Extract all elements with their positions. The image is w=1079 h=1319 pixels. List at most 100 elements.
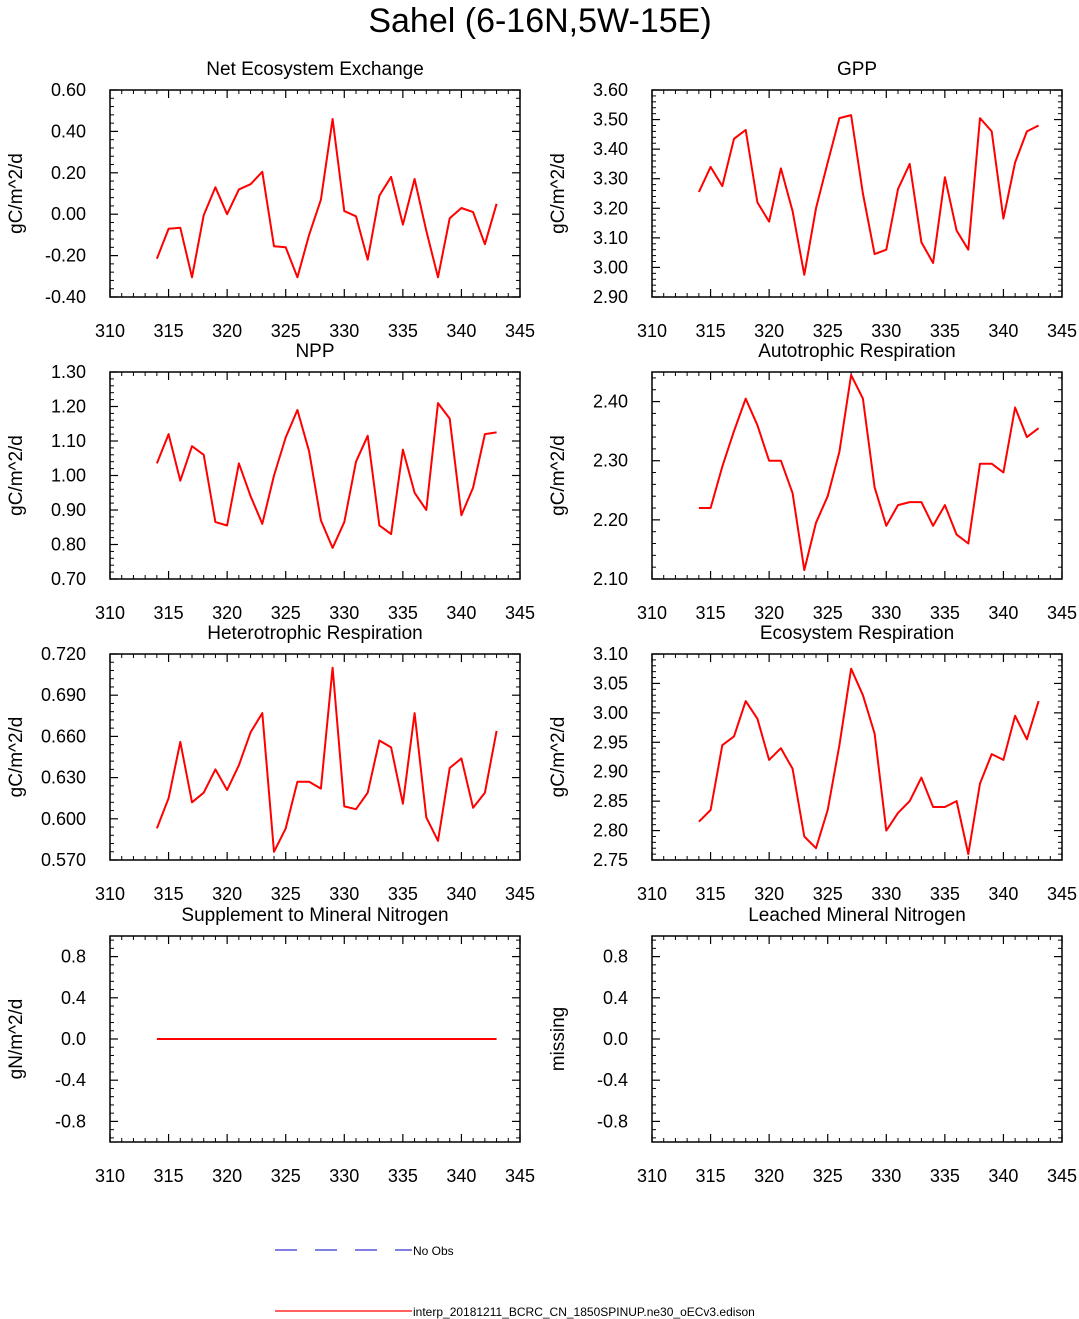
panel-autotrophic-respiration-data-point [1014,407,1016,409]
panel-heterotrophic-respiration-data-point [496,730,498,732]
panel-gpp-data-point [757,202,759,204]
panel-net-ecosystem-exchange-ytick-label: -0.20 [45,246,86,266]
panel-supplement-to-mineral-nitrogen-data-point [437,1038,439,1040]
panel-gpp-xtick-label: 340 [988,321,1018,341]
panel-supplement-to-mineral-nitrogen-data-point [285,1038,287,1040]
panel-net-ecosystem-exchange-data-point [414,178,416,180]
panel-ecosystem-respiration-data-point [862,694,864,696]
panel-net-ecosystem-exchange-data-point [215,187,217,189]
panel-npp-data-point [472,487,474,489]
panel-autotrophic-respiration-data-point [921,501,923,503]
panel-supplement-to-mineral-nitrogen-data-point [344,1038,346,1040]
panel-net-ecosystem-exchange-xtick-label: 325 [271,321,301,341]
panel-npp-data-point [238,463,240,465]
panel-gpp-xtick-label: 335 [930,321,960,341]
panel-heterotrophic-respiration-data-point [449,767,451,769]
panel-autotrophic-respiration-data-point [874,487,876,489]
panel-supplement-to-mineral-nitrogen-data-point [355,1038,357,1040]
panel-autotrophic-respiration-data-point [944,504,946,506]
panel-npp: NPP 310 315 320 325 330 335 340 345 0.70 0.80 0.90 1… [6,341,535,623]
panel-net-ecosystem-exchange-data-point [273,246,275,248]
panel-gpp-data-point [968,249,970,251]
panel-gpp-ytick-label: 3.00 [593,257,628,277]
panel-npp-data-point [496,432,498,434]
panel-npp-data-point [426,509,428,511]
panel-gpp-title: GPP [837,59,877,80]
panel-npp-xtick-label: 340 [446,603,476,623]
panel-leached-mineral-nitrogen-ytick-label: 0.8 [603,947,628,967]
panel-heterotrophic-respiration-data-point [344,806,346,808]
panel-ecosystem-respiration-data-point [733,736,735,738]
panel-autotrophic-respiration-data-point [745,398,747,400]
panel-npp-data-point [355,461,357,463]
panel-heterotrophic-respiration-data-point [285,828,287,830]
panel-supplement-to-mineral-nitrogen-xtick-label: 340 [446,1166,476,1186]
panel-autotrophic-respiration: Autotrophic Respiration 310 315 320 325 330 33… [548,341,1077,623]
panel-net-ecosystem-exchange-xtick-label: 310 [95,321,125,341]
panel-autotrophic-respiration-xtick-label: 320 [754,603,784,623]
panel-heterotrophic-respiration-data-point [191,802,193,804]
panel-net-ecosystem-exchange-data-point [203,214,205,216]
legend-obs-label: No Obs [413,1244,454,1258]
panel-npp-data-point [484,433,486,435]
panel-net-ecosystem-exchange-data-point [379,195,381,197]
panel-ecosystem-respiration-data-point [768,759,770,761]
panel-leached-mineral-nitrogen-xtick-label: 310 [637,1166,667,1186]
panel-heterotrophic-respiration-data-point [297,781,299,783]
panel-npp-data-point [449,418,451,420]
panel-ecosystem-respiration-data-point [850,668,852,670]
panel-gpp-data-point [710,166,712,168]
panel-net-ecosystem-exchange-data-point [262,171,264,173]
panel-supplement-to-mineral-nitrogen-data-point [308,1038,310,1040]
panel-gpp-data-point [944,176,946,178]
panel-gpp-xtick-label: 320 [754,321,784,341]
panel-net-ecosystem-exchange-ytick-label: 0.00 [51,204,86,224]
panel-gpp-frame [651,89,1063,298]
panel-npp-data-point [320,520,322,522]
panel-net-ecosystem-exchange-data-point [461,207,463,209]
panel-leached-mineral-nitrogen-xtick-label: 330 [871,1166,901,1186]
panel-autotrophic-respiration-ylabel: gC/m^2/d [548,435,569,516]
panel-heterotrophic-respiration-ytick-label: 0.600 [41,809,86,829]
panel-gpp-data-point [698,191,700,193]
panel-supplement-to-mineral-nitrogen-data-point [414,1038,416,1040]
panel-heterotrophic-respiration-data-point [156,828,158,830]
panel-npp-data-point [344,521,346,523]
panel-autotrophic-respiration-xtick-label: 325 [813,603,843,623]
panel-npp-data-point [308,451,310,453]
panel-npp-data-point [180,480,182,482]
panel-autotrophic-respiration-data-point [780,460,782,462]
panel-autotrophic-respiration-data-point [757,424,759,426]
panel-ecosystem-respiration-data-point [1038,700,1040,702]
panel-net-ecosystem-exchange-data-point [191,277,193,279]
panel-gpp-ytick-label: 3.60 [593,80,628,100]
panel-supplement-to-mineral-nitrogen-data-point [191,1038,193,1040]
panel-autotrophic-respiration-xtick-label: 340 [988,603,1018,623]
panel-gpp-ylabel: gC/m^2/d [548,153,569,234]
panel-ecosystem-respiration-ytick-label: 2.85 [593,791,628,811]
panel-npp-data-point [461,514,463,516]
panel-gpp-data-point [1026,131,1028,133]
panel-ecosystem-respiration-data-point [1003,759,1005,761]
panel-autotrophic-respiration-data-point [932,525,934,527]
panel-autotrophic-respiration-data-point [886,525,888,527]
panel-net-ecosystem-exchange-data-point [496,203,498,205]
panel-heterotrophic-respiration-data-point [390,747,392,749]
panel-ecosystem-respiration-data-point [780,747,782,749]
panel-net-ecosystem-exchange-data-point [332,118,334,120]
panel-npp-ylabel: gC/m^2/d [6,435,27,516]
panel-net-ecosystem-exchange-series-model-line [155,118,498,279]
panel-ecosystem-respiration-data-point [944,806,946,808]
panel-ecosystem-respiration-data-point [815,847,817,849]
panel-supplement-to-mineral-nitrogen-data-point [390,1038,392,1040]
panel-ecosystem-respiration-ytick-label: 3.00 [593,703,628,723]
panel-net-ecosystem-exchange: Net Ecosystem Exchange 310 315 320 325 330 335… [6,59,535,341]
panel-net-ecosystem-exchange-frame [109,89,521,298]
panel-heterotrophic-respiration-xtick-label: 330 [329,884,359,904]
panel-autotrophic-respiration-ytick-label: 2.10 [593,569,628,589]
panel-gpp-xtick-label: 310 [637,321,667,341]
panel-gpp-ytick-label: 3.10 [593,228,628,248]
panel-npp-data-point [379,525,381,527]
panel-autotrophic-respiration-data-point [733,430,735,432]
panel-gpp-data-point [1014,162,1016,164]
